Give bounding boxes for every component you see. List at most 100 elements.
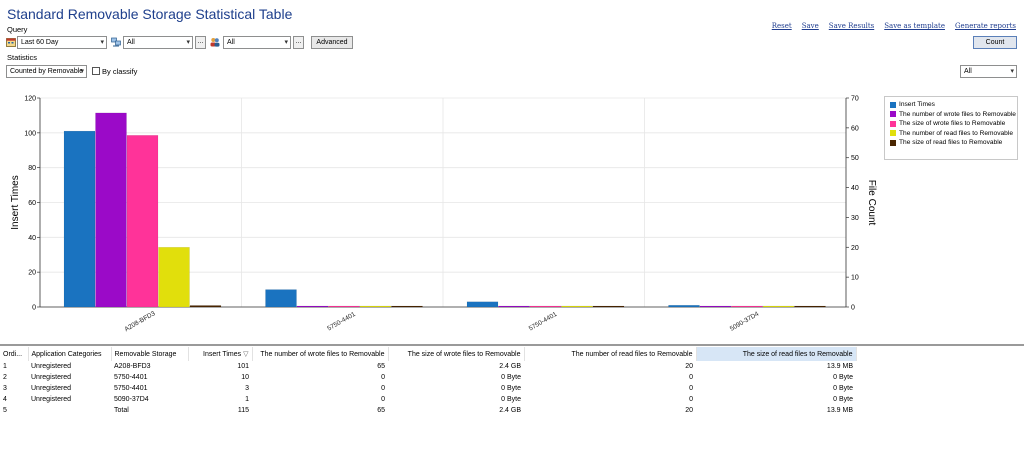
table-cell: 0 Byte (833, 385, 853, 392)
table-cell: 65 (377, 407, 385, 414)
by-classify-checkbox[interactable] (92, 67, 100, 75)
query-label: Query (7, 25, 28, 34)
panel-divider[interactable] (0, 344, 1024, 346)
chart-legend: Insert Times The number of wrote files t… (884, 96, 1018, 160)
column-header-label: Insert Times (203, 351, 242, 358)
table-cell: 0 Byte (501, 396, 521, 403)
action-links: Reset Save Save Results Save as template… (772, 22, 1016, 30)
column-header-wrote-size[interactable]: The size of wrote files to Removable (388, 347, 525, 361)
y2-tick-label: 0 (851, 305, 855, 312)
legend-swatch (890, 139, 896, 146)
legend-label: The size of read files to Removable (899, 139, 1003, 146)
bar (95, 112, 127, 308)
bar (158, 247, 190, 308)
table-cell: Unregistered (31, 363, 72, 370)
table-cell: 0 (689, 385, 693, 392)
save-link[interactable]: Save (801, 22, 819, 30)
table-cell: 0 (381, 385, 385, 392)
bar (561, 305, 593, 308)
table-cell: 10 (241, 374, 249, 381)
y-tick-label: 100 (24, 130, 36, 137)
chevron-down-icon: ▾ (80, 68, 84, 75)
y2-tick-label: 20 (851, 245, 859, 252)
table-row[interactable]: 3 Unregistered 5750-4401 3 0 0 Byte 0 0 Byte (0, 383, 856, 394)
column-header-read-count[interactable]: The number of read files to Removable (524, 347, 697, 361)
bar (762, 305, 795, 308)
bar (359, 305, 392, 308)
table-cell: 2 (3, 374, 7, 381)
bar (63, 130, 96, 308)
date-range-select[interactable]: Last 60 Day ▾ (17, 36, 107, 49)
legend-swatch (890, 130, 896, 136)
column-header-insert-times[interactable]: Insert Times ▽ (188, 347, 253, 361)
table-cell: A208-BFD3 (114, 363, 151, 370)
column-header-storage[interactable]: Removable Storage (111, 347, 189, 361)
bar (466, 301, 499, 308)
bar (529, 305, 562, 308)
table-cell: 2.4 GB (499, 407, 521, 414)
y-axis-title: Insert Times (10, 175, 21, 229)
save-results-link[interactable]: Save Results (828, 22, 875, 30)
bar (265, 289, 297, 308)
advanced-button[interactable]: Advanced (311, 36, 353, 49)
group-by-select[interactable]: Counted by Removable ▾ (6, 65, 87, 78)
computer-filter-select[interactable]: All ▾ (123, 36, 193, 49)
table-cell: 20 (685, 407, 693, 414)
chevron-down-icon: ▾ (100, 39, 104, 46)
table-cell: 0 (381, 374, 385, 381)
y2-tick-label: 10 (851, 275, 859, 282)
table-cell: 0 Byte (833, 396, 853, 403)
table-cell: 101 (237, 363, 249, 370)
bar (126, 135, 159, 308)
bar (189, 305, 222, 308)
bar (699, 305, 732, 308)
chevron-down-icon: ▾ (1010, 68, 1014, 75)
legend-entry: The number of read files to Removable (890, 129, 1013, 137)
column-header-category[interactable]: Application Categories (28, 347, 112, 361)
chevron-down-icon: ▾ (284, 39, 288, 46)
table-row[interactable]: 2 Unregistered 5750-4401 10 0 0 Byte 0 0 Byte (0, 372, 856, 383)
column-header-read-size[interactable]: The size of read files to Removable (696, 347, 857, 361)
user-browse-button[interactable]: ... (293, 36, 304, 49)
legend-label: The number of read files to Removable (899, 129, 1013, 137)
reset-link[interactable]: Reset (771, 22, 792, 30)
statistics-table: Ordi... Application Categories Removable… (0, 347, 857, 416)
series-filter-select[interactable]: All ▾ (960, 65, 1017, 78)
legend-entry: Insert Times (890, 101, 1012, 108)
table-cell: 0 (689, 374, 693, 381)
table-row[interactable]: 4 Unregistered 5090-37D4 1 0 0 Byte 0 0 Byte (0, 394, 856, 405)
legend-label: The size of wrote files to Removable (899, 120, 1006, 127)
table-cell: 0 (381, 396, 385, 403)
table-row[interactable]: 1 Unregistered A208-BFD3 101 65 2.4 GB 20 13.9 … (0, 361, 856, 372)
sort-filter-icon[interactable]: ▽ (243, 351, 249, 358)
table-cell: Total (114, 407, 129, 414)
table-cell: 0 (689, 396, 693, 403)
x-tick-label: 5750-4401 (326, 311, 357, 333)
x-tick-label: A208-BFD3 (124, 310, 157, 333)
computer-browse-button[interactable]: ... (195, 36, 206, 49)
save-as-template-link[interactable]: Save as template (884, 22, 945, 30)
column-header-wrote-count[interactable]: The number of wrote files to Removable (252, 347, 389, 361)
table-cell: 5750-4401 (114, 385, 148, 392)
count-button[interactable]: Count (973, 36, 1017, 49)
y-tick-label: 0 (32, 305, 36, 312)
table-cell: 13.9 MB (826, 407, 853, 414)
table-row[interactable]: 5 Total 115 65 2.4 GB 20 13.9 MB (0, 405, 856, 416)
table-cell: 5 (3, 407, 7, 414)
user-filter-select[interactable]: All ▾ (223, 36, 291, 49)
table-header-row: Ordi... Application Categories Removable… (0, 347, 857, 361)
table-cell: 0 Byte (501, 374, 521, 381)
generate-reports-link[interactable]: Generate reports (954, 22, 1016, 30)
y-tick-label: 20 (28, 270, 36, 277)
bar (794, 305, 826, 308)
y2-axis-title: File Count (866, 180, 877, 226)
table-cell: 115 (237, 407, 249, 414)
by-classify-label: By classify (102, 67, 138, 76)
bar (668, 305, 700, 308)
y-tick-label: 40 (28, 235, 36, 242)
x-tick-label: 5750-4401 (528, 311, 559, 333)
y2-tick-label: 30 (851, 215, 859, 222)
column-header-ordinal[interactable]: Ordi... (0, 347, 29, 361)
bar (391, 305, 423, 308)
table-cell: 13.9 MB (826, 363, 853, 370)
